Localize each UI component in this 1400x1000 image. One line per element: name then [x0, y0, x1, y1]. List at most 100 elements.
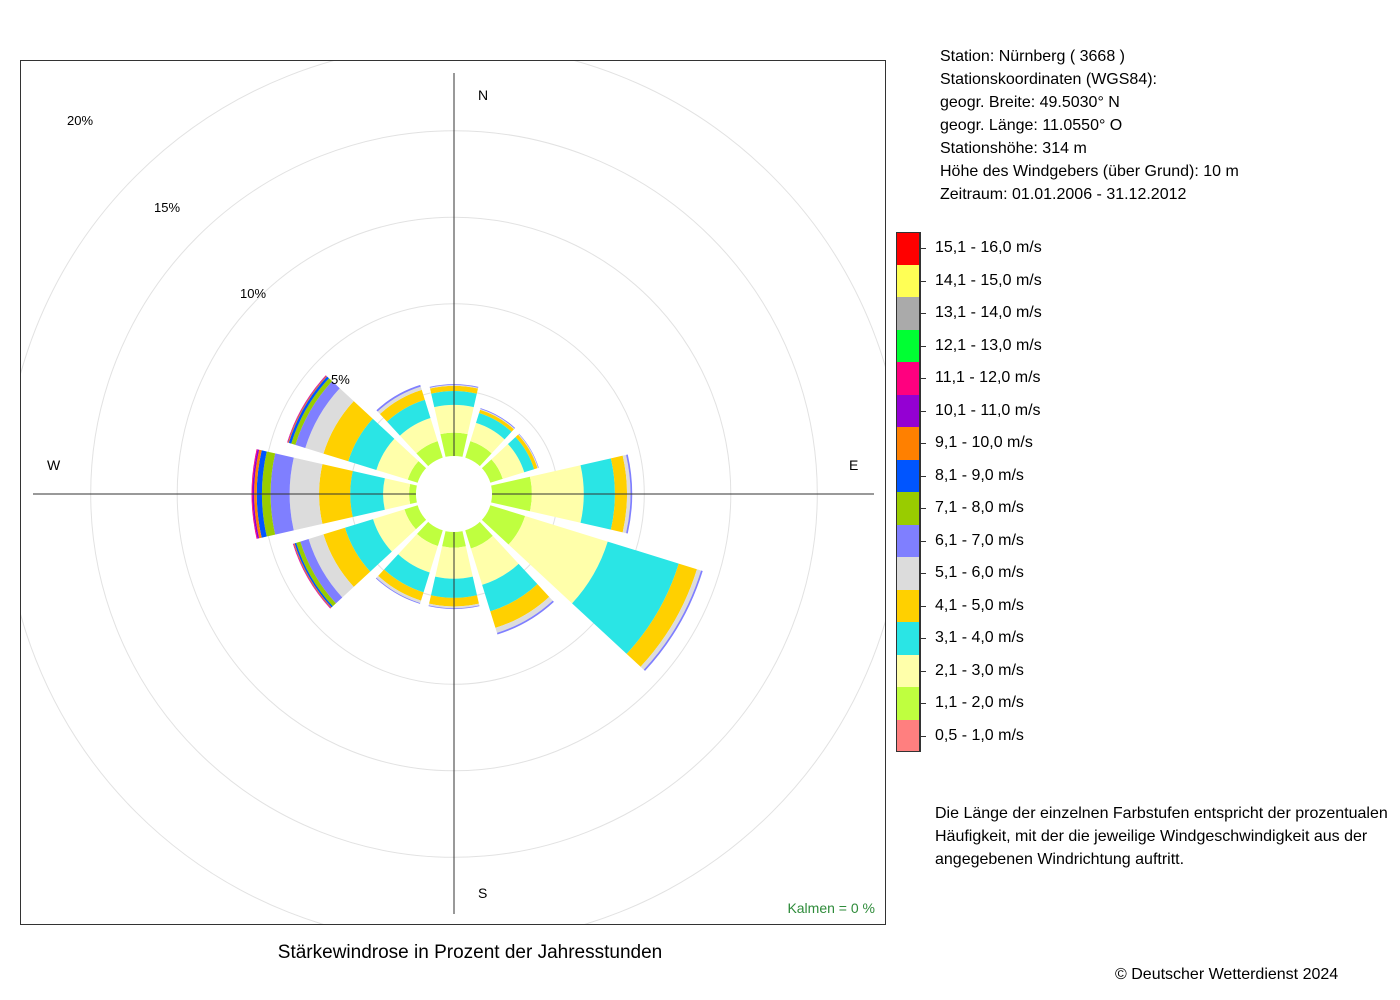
sector-S-class-6 [428, 603, 480, 609]
sector-ONO-class-4 [507, 436, 535, 473]
legend-label: 11,1 - 12,0 m/s [935, 369, 1041, 386]
legend-tick [921, 443, 926, 444]
legend-label: 10,1 - 11,0 m/s [935, 401, 1041, 419]
legend-label: 12,1 - 13,0 m/s [935, 336, 1042, 354]
sector-SSW-class-4 [384, 554, 430, 593]
legend-swatch [896, 622, 920, 655]
legend-item: 13,1 - 14,0 m/s [896, 297, 1296, 330]
legend-label: 8,1 - 9,0 m/s [935, 466, 1024, 484]
legend-tick [921, 573, 926, 574]
sector-WSW-class-3 [373, 509, 416, 552]
legend-item: 3,1 - 4,0 m/s [896, 622, 1296, 655]
south-label: S [478, 885, 488, 901]
legend-label: 0,5 - 1,0 m/s [935, 726, 1024, 744]
sector-SSW-class-6 [376, 575, 422, 604]
sector-SSO-class-7 [496, 600, 554, 635]
station-info: Station: Nürnberg ( 3668 ) Stationskoord… [940, 45, 1239, 206]
legend-swatch [896, 329, 920, 362]
sector-ONO-class-5 [515, 434, 538, 470]
legend-swatch [896, 654, 920, 687]
legend-item: 5,1 - 6,0 m/s [896, 557, 1296, 590]
sector-NNW-class-7 [376, 384, 421, 412]
legend-tick [921, 670, 926, 672]
legend-item: 11,1 - 12,0 m/s [896, 362, 1296, 395]
sector-NNO-class-4 [475, 413, 512, 440]
sector-NNO-class-3 [470, 422, 505, 454]
sector-SSW-class-3 [398, 533, 438, 573]
legend-swatch [896, 524, 920, 557]
sector-S-class-7 [428, 605, 480, 610]
wind-rose-svg [21, 61, 885, 924]
sector-WSW-class-6 [308, 534, 354, 598]
legend-tick [921, 540, 926, 542]
sector-WNW-class-5 [323, 401, 373, 462]
center-hole [415, 455, 493, 533]
sector-N-class-7 [429, 384, 479, 388]
sector-OSO-class-3 [508, 515, 608, 604]
ring-label-5: 5% [331, 372, 350, 387]
legend-tick [921, 248, 926, 249]
legend-swatch [896, 427, 920, 460]
east-label: E [849, 457, 859, 473]
ring-label-15: 15% [154, 200, 181, 215]
legend-item: 15,1 - 16,0 m/s [896, 232, 1296, 265]
sector-WSW-class-5 [323, 527, 371, 587]
legend-item: 6,1 - 7,0 m/s [896, 524, 1296, 557]
legend-swatch [896, 297, 920, 330]
sector-OSO-class-2 [478, 503, 526, 545]
sector-OSO-class-6 [640, 569, 702, 670]
copyright: © Deutscher Wetterdienst 2024 [1115, 966, 1339, 983]
station-coordinates-heading: Stationskoordinaten (WGS84): [940, 71, 1157, 88]
sector-OSO-class-5 [626, 563, 697, 667]
sector-NNO-class-5 [479, 409, 514, 432]
legend-item: 4,1 - 5,0 m/s [896, 589, 1296, 622]
sector-W-class-10 [254, 449, 262, 539]
sector-WSW-class-8 [296, 541, 336, 607]
legend-label: 1,1 - 2,0 m/s [935, 694, 1024, 711]
legend-item: 1,1 - 2,0 m/s [896, 687, 1296, 720]
anemometer-height: Höhe des Windgebers (über Grund): 10 m [940, 163, 1239, 180]
sector-WNW-class-7 [295, 381, 340, 448]
legend-swatch [896, 232, 920, 265]
legend-label: 15,1 - 16,0 m/s [935, 239, 1042, 256]
station-latitude: geogr. Breite: 49.5030° N [940, 94, 1120, 111]
chart-title: Stärkewindrose in Prozent der Jahresstun… [277, 942, 663, 963]
sector-WNW-class-3 [376, 438, 419, 480]
legend-swatch [896, 394, 920, 427]
legend-label: 5,1 - 6,0 m/s [935, 564, 1024, 581]
sector-SSO-class-5 [490, 584, 550, 628]
legend-swatch [896, 459, 920, 492]
legend-swatch [896, 557, 920, 590]
legend-tick [921, 735, 926, 737]
sector-N-class-6 [429, 385, 479, 389]
sector-W-class-11 [252, 449, 260, 539]
legend-swatch [896, 362, 920, 395]
legend-label: 2,1 - 3,0 m/s [935, 661, 1024, 679]
station-longitude: geogr. Länge: 11.0550° O [940, 117, 1123, 134]
legend-swatch [896, 719, 920, 752]
legend-tick [921, 605, 926, 607]
legend-item: 9,1 - 10,0 m/s [896, 427, 1296, 460]
sector-SSO-class-4 [482, 563, 538, 612]
sector-ONO-class-3 [491, 444, 525, 479]
sector-O-class-6 [622, 454, 631, 534]
legend-item: 14,1 - 15,0 m/s [896, 264, 1296, 297]
legend-item: 10,1 - 11,0 m/s [896, 394, 1296, 427]
plot-area: N E S W 5% 10% 15% 20% Kalmen = 0 % [20, 60, 886, 925]
legend-item: 0,5 - 1,0 m/s [896, 719, 1296, 752]
legend-item: 8,1 - 9,0 m/s [896, 459, 1296, 492]
legend-tick [921, 703, 926, 704]
west-label: W [47, 457, 61, 473]
sector-SSO-class-3 [470, 535, 519, 585]
legend-tick [921, 475, 926, 477]
station-elevation: Stationshöhe: 314 m [940, 140, 1087, 157]
legend-tick [921, 313, 926, 314]
legend-label: 7,1 - 8,0 m/s [935, 499, 1024, 516]
legend-swatch [896, 589, 920, 622]
station-name: Station: Nürnberg ( 3668 ) [940, 48, 1125, 65]
legend-tick [921, 508, 926, 509]
sector-WSW-class-7 [300, 539, 343, 604]
time-period: Zeitraum: 01.01.2006 - 31.12.2012 [940, 186, 1187, 203]
legend-tick [921, 345, 926, 347]
sector-NNW-class-5 [379, 389, 425, 422]
